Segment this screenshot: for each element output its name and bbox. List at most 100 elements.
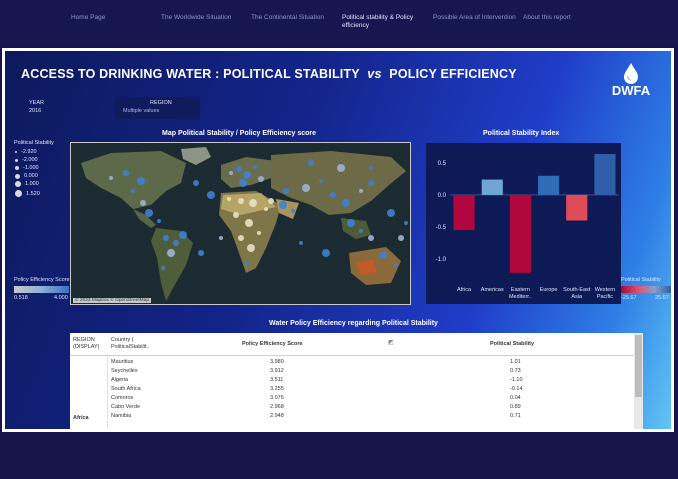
north-america-landmass: [81, 151, 186, 209]
country-marker[interactable]: [257, 231, 261, 235]
country-marker[interactable]: [347, 219, 355, 227]
cell-country: Algeria: [111, 377, 129, 383]
country-marker[interactable]: [227, 197, 231, 201]
country-marker[interactable]: [236, 166, 242, 172]
country-marker[interactable]: [258, 176, 264, 182]
header-policy-efficiency[interactable]: Policy Efficiency Score: [242, 341, 303, 347]
country-marker[interactable]: [283, 188, 289, 194]
header-political-stability[interactable]: Political Stability: [490, 341, 535, 347]
country-marker[interactable]: [238, 198, 244, 204]
country-marker[interactable]: [308, 160, 314, 166]
country-marker[interactable]: [179, 231, 187, 239]
country-marker[interactable]: [140, 200, 146, 206]
country-marker[interactable]: [368, 235, 374, 241]
country-marker[interactable]: [247, 244, 255, 252]
country-marker[interactable]: [279, 201, 287, 209]
nav-home[interactable]: Home Page: [71, 14, 106, 21]
scrollbar-thumb[interactable]: [635, 335, 642, 397]
y-tick-label: 0.0: [438, 193, 447, 199]
country-marker[interactable]: [330, 192, 336, 198]
country-marker[interactable]: [238, 235, 244, 241]
country-marker[interactable]: [239, 179, 247, 187]
country-marker[interactable]: [359, 229, 363, 233]
bar-americas[interactable]: [481, 179, 503, 195]
country-marker[interactable]: [243, 171, 251, 179]
size-legend-item: 1.000: [15, 181, 39, 187]
ps-legend-max: 25.67: [655, 295, 669, 301]
country-marker[interactable]: [404, 221, 408, 225]
size-dot: [15, 173, 20, 179]
map-canvas: [71, 143, 410, 304]
world-map[interactable]: © 2023 Mapbox © OpenStreetMap: [70, 142, 411, 305]
country-marker[interactable]: [207, 191, 215, 199]
country-marker[interactable]: [249, 199, 257, 207]
country-marker[interactable]: [245, 219, 253, 227]
pe-legend-title: Policy Efficiency Score: [14, 277, 70, 283]
nav-worldwide[interactable]: The Worldwide Situation: [161, 14, 232, 21]
country-marker[interactable]: [368, 180, 374, 186]
nav-continental[interactable]: The Continental Situation: [251, 14, 324, 21]
country-marker[interactable]: [167, 249, 175, 257]
header-country[interactable]: Country ( PoliticalStabilit..: [111, 337, 150, 350]
country-marker[interactable]: [342, 199, 350, 207]
nav-intervention[interactable]: Possible Area of Intervention: [433, 14, 516, 21]
country-marker[interactable]: [264, 207, 268, 211]
country-marker[interactable]: [387, 209, 395, 217]
region-filter-value[interactable]: Multiple values: [123, 108, 160, 114]
year-filter-value[interactable]: 2016: [29, 108, 42, 114]
country-marker[interactable]: [229, 171, 233, 175]
country-marker[interactable]: [302, 184, 310, 192]
group-label-africa: Africa: [73, 415, 89, 421]
country-marker[interactable]: [145, 209, 153, 217]
country-marker[interactable]: [299, 241, 303, 245]
table-title: Water Policy Efficiency regarding Politi…: [269, 320, 438, 327]
header-region[interactable]: REGION (DISPLAY): [73, 337, 100, 350]
country-marker[interactable]: [394, 263, 398, 267]
y-tick-label: -0.5: [436, 225, 447, 231]
title-vs: vs: [367, 67, 382, 81]
sort-icon[interactable]: ◩: [388, 340, 394, 346]
bar-south-east-asia[interactable]: [566, 194, 588, 221]
x-tick-label: South-East: [563, 287, 591, 293]
country-marker[interactable]: [137, 177, 145, 185]
country-marker[interactable]: [398, 235, 404, 241]
country-marker[interactable]: [163, 235, 169, 241]
country-marker[interactable]: [322, 249, 330, 257]
bar-europe[interactable]: [538, 175, 560, 195]
country-marker[interactable]: [268, 198, 274, 204]
country-marker[interactable]: [359, 189, 363, 193]
nav-about[interactable]: About this report: [523, 14, 571, 21]
country-marker[interactable]: [161, 266, 165, 270]
country-marker[interactable]: [369, 166, 373, 170]
country-marker[interactable]: [219, 236, 223, 240]
country-marker[interactable]: [291, 209, 295, 213]
size-legend-value: 1.000: [25, 181, 39, 187]
country-marker[interactable]: [109, 176, 113, 180]
nav-political-stability[interactable]: Political stability & Policy efficiency: [342, 14, 414, 29]
region-filter[interactable]: [115, 97, 200, 119]
country-marker[interactable]: [131, 189, 135, 193]
country-marker[interactable]: [198, 250, 204, 256]
country-marker[interactable]: [245, 261, 249, 265]
country-marker[interactable]: [337, 164, 345, 172]
top-nav: Home Page The Worldwide Situation The Co…: [0, 0, 678, 45]
south-america-landmass: [151, 228, 193, 301]
table-scrollbar[interactable]: [634, 333, 643, 429]
bar-western-pacific[interactable]: [594, 154, 616, 195]
bar-chart[interactable]: 0.5 0.0 -0.5 -1.0 Africa Americas Eastern Medit…: [426, 143, 621, 304]
country-marker[interactable]: [173, 240, 179, 246]
country-marker[interactable]: [157, 219, 161, 223]
country-marker[interactable]: [123, 170, 129, 176]
dashboard-title: ACCESS TO DRINKING WATER : POLITICAL STA…: [21, 67, 517, 81]
bar-eastern-mediterr-[interactable]: [509, 194, 531, 273]
country-marker[interactable]: [233, 212, 239, 218]
data-table[interactable]: REGION (DISPLAY) Country ( PoliticalStab…: [70, 333, 634, 429]
country-marker[interactable]: [379, 251, 387, 259]
bar-africa[interactable]: [453, 194, 475, 231]
country-marker[interactable]: [253, 165, 257, 169]
cell-pe: 3.912: [270, 368, 284, 374]
country-marker[interactable]: [319, 179, 323, 183]
country-marker[interactable]: [193, 180, 199, 186]
sahara-landmass: [221, 193, 276, 215]
title-part2: POLICY EFFICIENCY: [389, 67, 517, 81]
